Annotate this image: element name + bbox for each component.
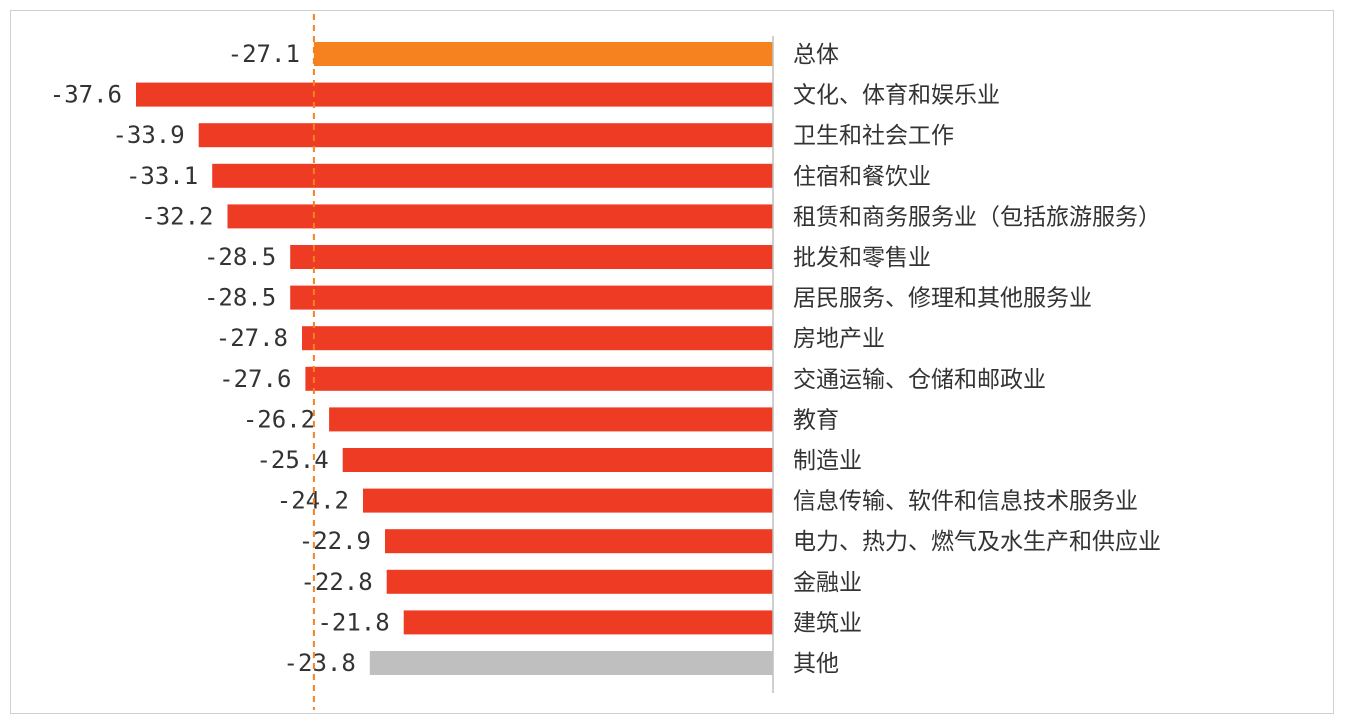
- value-label-7: -27.8: [216, 324, 288, 352]
- category-label-15: 其他: [793, 651, 839, 677]
- bar-13: [386, 569, 773, 594]
- value-label-10: -25.4: [256, 446, 328, 474]
- bar-5: [290, 245, 773, 269]
- bar-12: [385, 529, 773, 554]
- bar-6: [290, 285, 773, 310]
- value-label-5: -28.5: [204, 243, 276, 271]
- bar-0: [313, 42, 773, 66]
- category-label-5: 批发和零售业: [793, 245, 931, 271]
- category-label-0: 总体: [793, 42, 839, 68]
- value-label-6: -28.5: [204, 284, 276, 312]
- category-label-9: 教育: [793, 407, 839, 433]
- category-label-4: 租赁和商务服务业（包括旅游服务）: [793, 204, 1161, 230]
- category-label-6: 居民服务、修理和其他服务业: [793, 286, 1092, 312]
- value-label-9: -26.2: [243, 405, 315, 433]
- category-label-8: 交通运输、仓储和邮政业: [793, 367, 1046, 393]
- category-label-1: 文化、体育和娱乐业: [793, 83, 1000, 109]
- value-label-14: -21.8: [317, 608, 389, 636]
- category-label-12: 电力、热力、燃气及水生产和供应业: [793, 529, 1161, 555]
- category-label-11: 信息传输、软件和信息技术服务业: [793, 489, 1138, 515]
- category-label-7: 房地产业: [793, 326, 885, 352]
- bar-4: [227, 204, 773, 229]
- category-label-3: 住宿和餐饮业: [793, 164, 931, 190]
- bar-15: [369, 651, 773, 675]
- bar-7: [302, 326, 773, 351]
- value-label-12: -22.9: [299, 527, 371, 555]
- value-label-15: -23.8: [284, 649, 356, 677]
- category-label-2: 卫生和社会工作: [793, 123, 954, 149]
- value-label-0: -27.1: [228, 40, 300, 68]
- bar-14: [403, 610, 773, 635]
- bar-9: [329, 407, 773, 432]
- category-label-14: 建筑业: [793, 610, 862, 636]
- bar-2: [198, 123, 773, 148]
- value-label-11: -24.2: [277, 487, 349, 515]
- bar-11: [363, 488, 773, 513]
- bar-1: [136, 82, 773, 107]
- value-label-13: -22.8: [300, 568, 372, 596]
- value-label-8: -27.6: [219, 365, 291, 393]
- bar-3: [212, 163, 773, 188]
- category-label-13: 金融业: [793, 570, 862, 596]
- value-label-1: -37.6: [50, 81, 122, 109]
- bar-8: [305, 366, 773, 391]
- value-label-3: -33.1: [126, 162, 198, 190]
- bar-10: [342, 448, 773, 472]
- category-label-10: 制造业: [793, 448, 862, 474]
- value-label-4: -32.2: [141, 202, 213, 230]
- value-label-2: -33.9: [112, 121, 184, 149]
